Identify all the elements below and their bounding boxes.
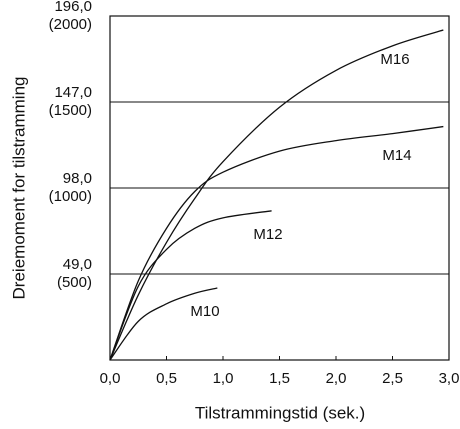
- series-label: M14: [382, 147, 411, 164]
- curve: [109, 210, 272, 361]
- series-label: M16: [380, 51, 409, 68]
- plot-frame: [109, 15, 450, 361]
- x-tick-label: 2,5: [382, 370, 403, 387]
- y-tick-label: (500): [57, 274, 92, 291]
- x-tick-label: 0,0: [100, 370, 121, 387]
- series-label: M10: [190, 303, 219, 320]
- y-tick-label: 49,0: [63, 256, 92, 273]
- curve: [109, 125, 444, 361]
- x-tick-label: 3,0: [439, 370, 460, 387]
- x-tick-label: 1,0: [213, 370, 234, 387]
- y-axis-title: Dreiemoment for tilstramming: [9, 77, 28, 300]
- x-tick-label: 0,5: [156, 370, 177, 387]
- series-label: M12: [253, 226, 282, 243]
- x-tick-label: 1,5: [269, 370, 290, 387]
- y-tick-label: 196,0: [54, 0, 92, 15]
- y-tick-label: (2000): [49, 16, 92, 33]
- y-tick-label: (1000): [49, 188, 92, 205]
- y-tick-label: 98,0: [63, 170, 92, 187]
- x-tick-label: 2,0: [326, 370, 347, 387]
- curve: [109, 287, 218, 361]
- x-axis-title: Tilstrammingstid (sek.): [195, 403, 365, 422]
- y-tick-label: (1500): [49, 102, 92, 119]
- y-tick-label: 147,0: [54, 84, 92, 101]
- curve: [109, 29, 444, 361]
